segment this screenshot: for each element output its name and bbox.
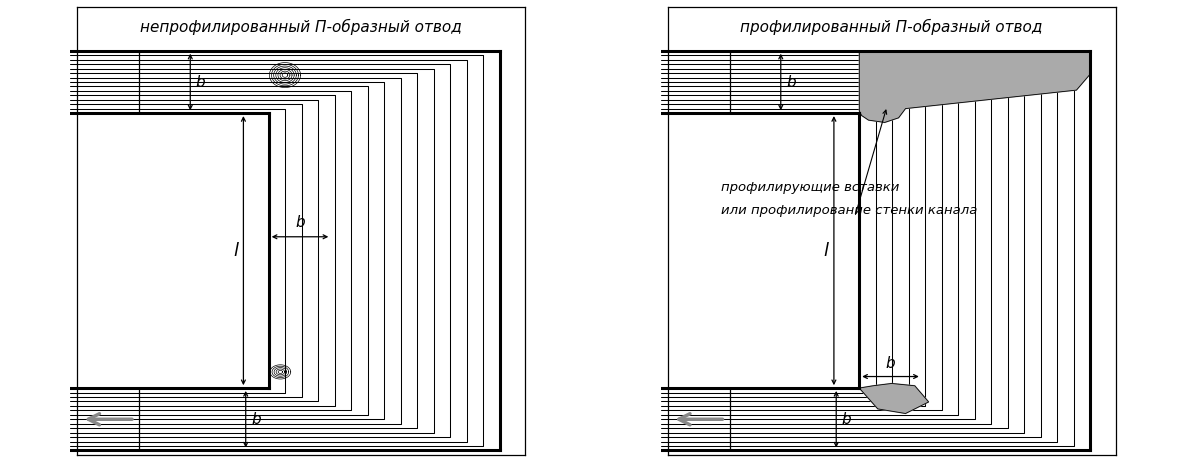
- Text: профилирующие вставки: профилирующие вставки: [720, 181, 899, 194]
- Text: b: b: [252, 412, 261, 427]
- Text: l: l: [233, 242, 237, 260]
- Text: или профилирование стенки канала: или профилирование стенки канала: [720, 204, 977, 217]
- Text: профилированный П-образный отвод: профилированный П-образный отвод: [740, 18, 1043, 35]
- Text: b: b: [196, 74, 205, 90]
- Text: b: b: [842, 412, 852, 427]
- Polygon shape: [860, 383, 928, 413]
- Text: b: b: [886, 356, 895, 371]
- Text: l: l: [823, 242, 828, 260]
- Text: b: b: [787, 74, 796, 90]
- Text: непрофилированный П-образный отвод: непрофилированный П-образный отвод: [141, 18, 462, 35]
- Text: b: b: [295, 215, 305, 230]
- Polygon shape: [860, 51, 1090, 122]
